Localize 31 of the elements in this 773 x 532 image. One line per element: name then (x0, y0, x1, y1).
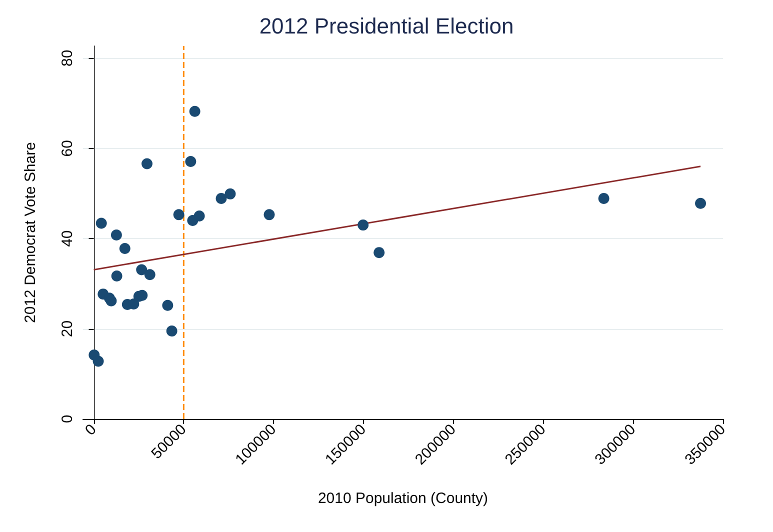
x-axis-title: 2010 Population (County) (318, 490, 488, 507)
point (194, 210, 205, 222)
point (142, 158, 152, 170)
point (166, 326, 178, 337)
point (162, 300, 174, 311)
y-axis-title: 2012 Democrat Vote Share (22, 142, 39, 323)
point (96, 218, 107, 229)
y-tick-label: 0 (59, 414, 76, 424)
point (144, 269, 156, 280)
point (92, 356, 104, 367)
point (173, 209, 184, 220)
x-tick-label: 0 (82, 420, 100, 439)
point (110, 229, 122, 240)
point (106, 295, 117, 306)
point (598, 192, 610, 204)
point (189, 106, 200, 117)
point (695, 198, 706, 209)
point (374, 247, 385, 258)
point (358, 220, 369, 231)
chart-title: 2012 Presidential Election (259, 14, 514, 38)
point (111, 270, 122, 282)
y-tick-label: 80 (59, 50, 76, 67)
point (119, 243, 130, 254)
y-tick-label: 20 (59, 320, 76, 338)
point (224, 188, 236, 200)
point (216, 192, 227, 204)
point (185, 156, 196, 167)
y-tick-label: 60 (59, 140, 76, 157)
point (136, 264, 148, 276)
point (264, 209, 275, 220)
y-tick-label: 40 (59, 230, 76, 247)
